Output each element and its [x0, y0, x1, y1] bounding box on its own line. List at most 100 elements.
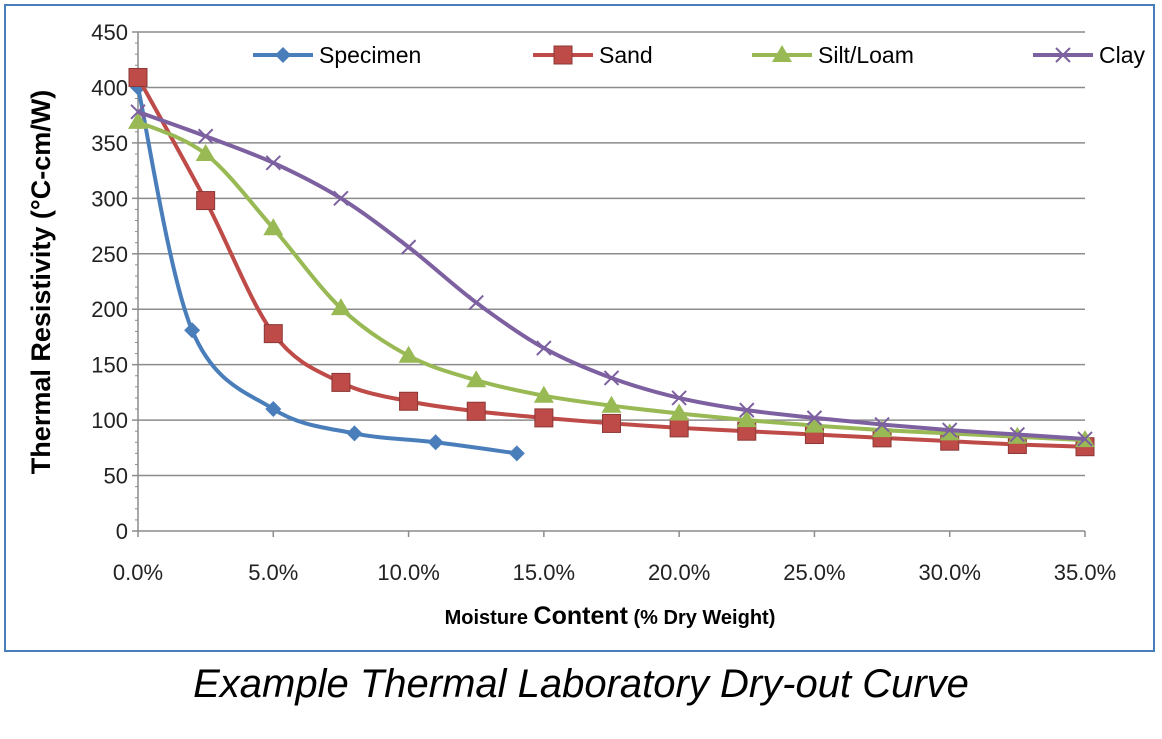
figure-caption: Example Thermal Laboratory Dry-out Curve	[193, 662, 969, 706]
y-tick-label: 400	[91, 75, 128, 100]
data-point-sand	[534, 408, 554, 428]
x-axis-title: Moisture Content (% Dry Weight)	[445, 602, 776, 630]
data-point-clay	[197, 128, 214, 144]
data-point-clay	[130, 104, 146, 120]
series-specimen	[130, 79, 525, 462]
data-point-silt-loam	[263, 218, 284, 236]
marker-stroke	[603, 370, 620, 386]
series-line-sand	[136, 76, 1086, 449]
series-line-silt-loam	[137, 119, 1086, 443]
x-tick-label: 0.0%	[113, 560, 163, 585]
data-point-sand	[128, 67, 148, 87]
x-tick-label: 20.0%	[648, 560, 710, 585]
legend-swatch-marker	[772, 45, 792, 62]
data-point-clay	[603, 370, 620, 386]
marker-stroke	[874, 416, 890, 433]
series-layer	[128, 67, 1095, 462]
y-tick-label: 250	[91, 242, 128, 267]
data-point-sand	[331, 372, 351, 392]
series-line-clay	[137, 109, 1086, 441]
y-tick-label: 0	[116, 519, 128, 544]
marker-stroke	[265, 155, 281, 171]
marker-stroke	[671, 390, 687, 406]
data-point-specimen	[346, 425, 363, 442]
data-point-clay	[942, 422, 958, 438]
data-point-clay	[874, 416, 890, 433]
data-point-specimen	[265, 401, 282, 418]
data-point-clay	[1009, 426, 1026, 443]
data-point-clay	[400, 239, 417, 255]
marker-stroke	[1055, 47, 1071, 63]
data-point-silt-loam	[669, 403, 690, 421]
data-point-silt-loam	[533, 385, 554, 403]
data-point-silt-loam	[804, 415, 825, 433]
data-point-silt-loam	[872, 420, 893, 438]
data-point-silt-loam	[736, 410, 757, 428]
data-point-silt-loam	[330, 298, 351, 316]
x-tick-label: 10.0%	[377, 560, 439, 585]
x-tick-label: 15.0%	[513, 560, 575, 585]
y-tick-label: 300	[91, 186, 128, 211]
data-point-silt-loam	[195, 143, 216, 161]
legend-swatch-marker	[553, 45, 573, 65]
x-axis-title-part-2: Content	[534, 602, 629, 630]
marker-stroke	[130, 104, 146, 120]
data-point-specimen	[508, 445, 525, 462]
y-tick-label: 50	[104, 464, 128, 489]
y-tick-label: 200	[91, 297, 128, 322]
legend-item-sand: Sand	[533, 42, 653, 68]
chart: 0 50 100 150 200 250 300 350 400 450 0.0% 5.0% 10.0%…	[26, 20, 1146, 630]
y-axis-title: Thermal Resistivity (°C-cm/W)	[26, 90, 56, 474]
y-tick-label: 450	[91, 20, 128, 45]
legend-swatch-marker	[275, 47, 291, 63]
marker-stroke	[1009, 426, 1026, 443]
marker-stroke	[333, 190, 349, 207]
data-point-sand	[399, 391, 419, 411]
marker-stroke	[400, 239, 417, 255]
data-point-silt-loam	[601, 395, 622, 413]
marker-stroke	[197, 128, 214, 144]
x-tick-label: 30.0%	[919, 560, 981, 585]
legend-label: Sand	[599, 42, 653, 68]
x-tick-label: 35.0%	[1054, 560, 1116, 585]
data-point-clay	[536, 340, 552, 356]
data-point-silt-loam	[398, 345, 419, 363]
data-point-silt-loam	[466, 370, 487, 388]
legend-swatch-marker	[1055, 47, 1071, 63]
data-point-clay	[739, 402, 755, 418]
marker-stroke	[536, 340, 552, 356]
data-point-clay	[468, 294, 484, 311]
axes: 0 50 100 150 200 250 300 350 400 450 0.0% 5.0% 10.0%…	[91, 20, 1116, 585]
data-point-sand	[196, 191, 216, 211]
legend: Specimen Sand Silt/Loam Clay	[253, 42, 1146, 68]
x-axis-title-part-3: (% Dry Weight)	[628, 607, 775, 629]
data-point-specimen	[427, 434, 444, 451]
data-point-clay	[265, 155, 281, 171]
marker-stroke	[739, 402, 755, 418]
x-tick-label: 5.0%	[248, 560, 298, 585]
marker-stroke	[468, 294, 484, 311]
y-tick-label: 100	[91, 408, 128, 433]
y-tick-label: 150	[91, 353, 128, 378]
legend-label: Clay	[1099, 42, 1146, 68]
x-tick-label: 25.0%	[783, 560, 845, 585]
x-axis-title-part-1: Moisture	[445, 607, 534, 629]
data-point-clay	[333, 190, 349, 207]
legend-label: Specimen	[319, 42, 421, 68]
data-point-specimen	[184, 322, 201, 339]
data-point-sand	[263, 324, 283, 344]
data-point-sand	[669, 418, 689, 438]
marker-stroke	[1077, 431, 1093, 447]
data-point-clay	[806, 410, 823, 426]
data-point-silt-loam	[128, 111, 148, 129]
marker-stroke	[806, 410, 823, 426]
y-tick-label: 350	[91, 131, 128, 156]
legend-label: Silt/Loam	[818, 42, 914, 68]
data-point-sand	[466, 401, 486, 421]
data-point-clay	[671, 390, 687, 406]
legend-item-specimen: Specimen	[253, 42, 421, 68]
marker-stroke	[942, 422, 958, 438]
data-point-clay	[1077, 431, 1093, 447]
data-point-sand	[602, 413, 621, 433]
series-clay	[130, 104, 1093, 447]
